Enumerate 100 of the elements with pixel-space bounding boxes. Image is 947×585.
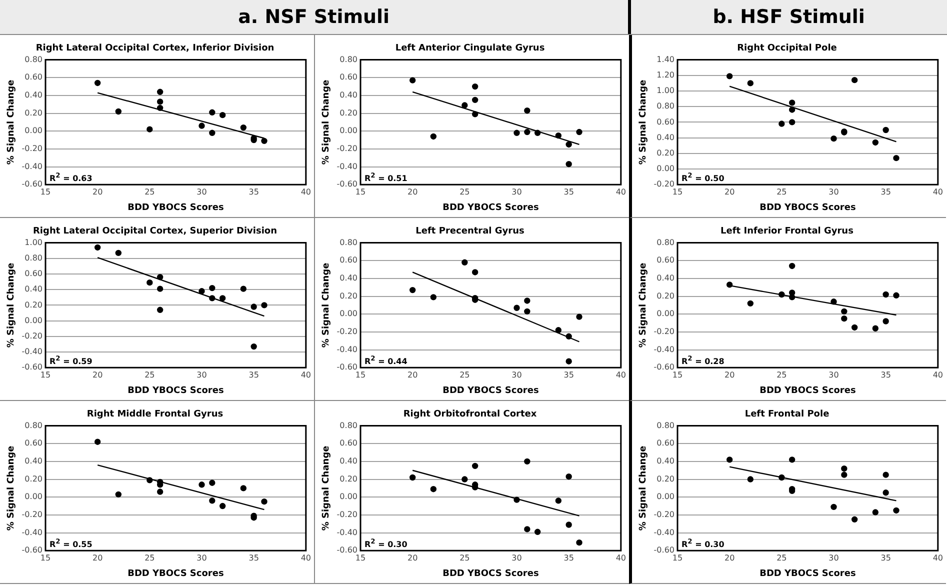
x-tick-label: 15 [672,187,683,196]
y-tick-label: -0.40 [336,528,358,537]
y-tick-label: 0.00 [340,492,358,502]
x-tick-label: 35 [564,187,574,196]
x-tick-label: 30 [512,187,522,196]
chart-subtitle: a. NSF Stimuli [237,5,391,30]
y-tick-label: 0.80 [656,102,674,111]
y-tick-label: -0.60 [336,362,358,372]
x-tick-label: 15 [672,370,683,380]
y-tick-label: 0.00 [656,309,674,318]
y-axis-title: % Signal Change [6,80,17,165]
y-tick-label: 0.60 [24,72,42,82]
chart-title: Left Inferior Frontal Gyrus [720,226,854,237]
chart-title: Right Occipital Pole [737,44,837,54]
y-tick-label: 0.00 [340,309,358,318]
x-tick-label: 25 [776,370,787,380]
x-tick-label: 40 [300,370,312,380]
x-tick-label: 25 [776,187,787,196]
y-tick-label: 0.80 [340,54,358,64]
y-tick-label: 0.20 [340,291,358,300]
y-tick-label: -0.20 [22,144,42,154]
y-tick-label: -0.20 [22,331,42,340]
y-tick-label: -0.40 [22,162,42,171]
x-tick-label: 35 [564,370,574,380]
x-tick-label: 15 [40,187,51,196]
y-axis-title: % Signal Change [638,446,649,531]
x-tick-label: 15 [355,553,366,562]
y-tick-label: 0.20 [24,108,42,118]
y-tick-label: -0.20 [654,180,674,189]
y-axis-title: % Signal Change [322,262,332,348]
y-tick-label: 0.40 [656,456,674,466]
annotation: R$^{2}$ = 0.51 [364,172,408,184]
y-tick-label: 0.40 [24,284,42,294]
y-tick-label: 1.20 [656,70,674,80]
y-tick-label: 0.00 [340,126,358,136]
x-tick-label: 35 [880,553,891,562]
x-tick-label: 35 [564,553,574,562]
x-axis-title: BDD YBOCS Scores [760,386,856,396]
y-tick-label: 0.00 [24,316,42,325]
y-tick-label: 0.60 [656,256,674,265]
y-axis-title: % Signal Change [322,80,332,165]
x-tick-label: 35 [248,553,259,562]
y-tick-label: 0.40 [656,274,674,283]
y-axis-title: % Signal Change [638,262,649,348]
x-tick-label: 25 [776,553,787,562]
annotation: R$^{2}$ = 0.30 [681,538,724,550]
y-tick-label: -0.60 [22,180,42,189]
x-axis-title: BDD YBOCS Scores [760,568,856,579]
x-tick-label: 15 [672,553,683,562]
y-tick-label: -0.40 [22,347,42,356]
annotation: R$^{2}$ = 0.30 [364,538,408,550]
x-tick-label: 30 [196,553,207,562]
y-tick-label: 0.20 [340,108,358,118]
x-tick-label: 15 [40,553,51,562]
y-tick-label: -0.40 [654,528,674,537]
x-tick-label: 20 [407,187,418,196]
x-tick-label: 20 [92,553,103,562]
x-tick-label: 20 [724,370,735,380]
y-tick-label: 0.20 [340,474,358,484]
y-tick-label: 0.20 [656,474,674,484]
y-tick-label: -0.20 [654,327,674,336]
x-tick-label: 40 [300,187,312,196]
x-tick-label: 20 [92,187,103,196]
chart-title: Left Frontal Pole [744,410,830,420]
y-axis-title: % Signal Change [322,446,332,531]
y-tick-label: 0.40 [340,90,358,100]
x-tick-label: 25 [460,553,470,562]
x-tick-label: 30 [512,553,522,562]
x-tick-label: 25 [460,370,470,380]
annotation: R$^{2}$ = 0.28 [681,354,724,366]
chart-title: Right Middle Frontal Gyrus [86,410,224,420]
x-axis-title: BDD YBOCS Scores [760,202,856,213]
y-tick-label: -0.60 [22,546,42,555]
y-tick-label: 0.40 [340,274,358,283]
x-tick-label: 15 [355,370,366,380]
x-axis-title: BDD YBOCS Scores [442,568,539,579]
y-tick-label: -0.40 [654,344,674,354]
y-axis-title: % Signal Change [638,80,649,165]
y-tick-label: -0.60 [654,546,674,555]
x-tick-label: 40 [932,553,944,562]
x-tick-label: 40 [932,370,944,380]
y-tick-label: -0.40 [22,528,42,537]
chart-title: Left Anterior Cingulate Gyrus [395,44,545,54]
x-tick-label: 20 [724,187,735,196]
y-tick-label: -0.20 [336,327,358,336]
x-tick-label: 20 [407,370,418,380]
y-tick-label: -0.20 [654,510,674,520]
y-tick-label: 0.80 [656,420,674,430]
x-axis-title: BDD YBOCS Scores [442,386,539,396]
chart-subtitle: b. HSF Stimuli [628,0,947,34]
y-tick-label: 1.40 [656,54,674,64]
y-tick-label: 0.80 [340,420,358,430]
x-axis-title: BDD YBOCS Scores [442,202,539,213]
y-tick-label: 0.60 [656,117,674,126]
x-tick-label: 20 [92,370,103,380]
annotation: R$^{2}$ = 0.50 [681,172,724,184]
y-tick-label: -0.40 [336,344,358,354]
chart-title: Right Lateral Occipital Cortex, Superior Division [32,226,278,237]
y-tick-label: -0.20 [336,510,358,520]
y-tick-label: 0.60 [656,438,674,448]
